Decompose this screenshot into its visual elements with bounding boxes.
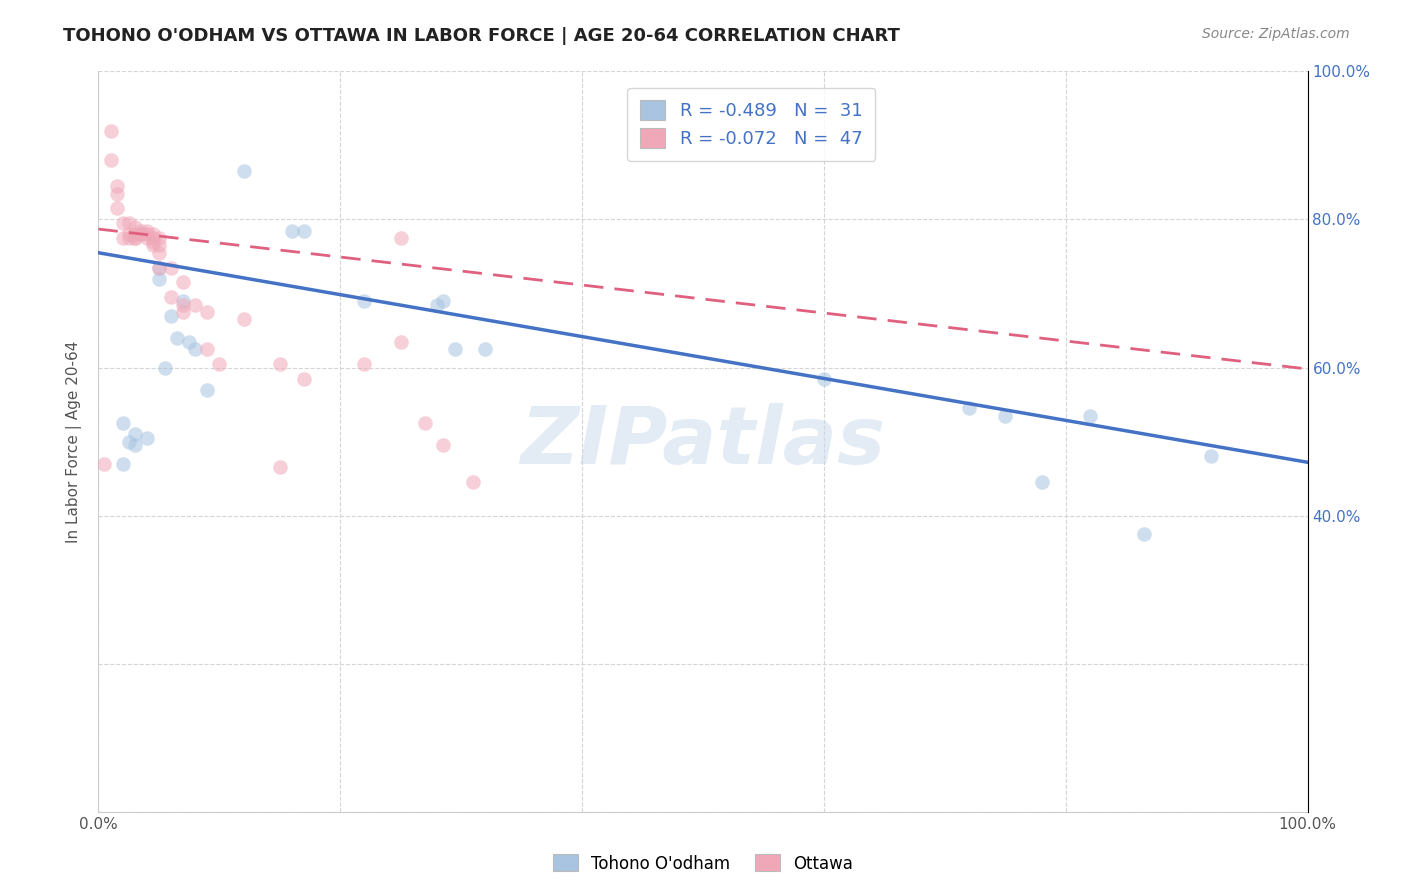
Point <box>195 383 218 397</box>
Point <box>292 223 315 237</box>
Point <box>1199 450 1222 464</box>
Point <box>353 293 375 308</box>
Point <box>105 202 128 216</box>
Point <box>124 227 146 242</box>
Point <box>389 334 412 349</box>
Point <box>153 360 176 375</box>
Point <box>195 305 218 319</box>
Y-axis label: In Labor Force | Age 20-64: In Labor Force | Age 20-64 <box>66 341 83 542</box>
Point <box>124 427 146 442</box>
Point <box>93 457 115 471</box>
Point <box>142 238 165 252</box>
Point <box>142 235 165 249</box>
Legend: R = -0.489   N =  31, R = -0.072   N =  47: R = -0.489 N = 31, R = -0.072 N = 47 <box>627 87 875 161</box>
Point <box>118 434 141 449</box>
Point <box>100 153 122 168</box>
Point <box>111 216 134 230</box>
Point <box>135 231 157 245</box>
Point <box>292 371 315 385</box>
Point <box>124 231 146 245</box>
Point <box>994 409 1017 423</box>
Point <box>129 227 152 242</box>
Point <box>160 290 183 304</box>
Point <box>124 438 146 452</box>
Point <box>432 438 454 452</box>
Point <box>129 227 152 242</box>
Point <box>179 334 201 349</box>
Point <box>135 227 157 242</box>
Point <box>100 123 122 137</box>
Point <box>1031 475 1053 490</box>
Point <box>172 293 194 308</box>
Point <box>148 260 170 275</box>
Point <box>142 231 165 245</box>
Point <box>957 401 980 416</box>
Point <box>105 186 128 201</box>
Point <box>148 231 170 245</box>
Point <box>118 231 141 245</box>
Text: ZIPatlas: ZIPatlas <box>520 402 886 481</box>
Point <box>148 271 170 285</box>
Point <box>232 164 254 178</box>
Point <box>124 231 146 245</box>
Point <box>184 297 207 311</box>
Point <box>432 293 454 308</box>
Point <box>426 297 449 311</box>
Text: Source: ZipAtlas.com: Source: ZipAtlas.com <box>1202 27 1350 41</box>
Point <box>135 223 157 237</box>
Point <box>172 297 194 311</box>
Point <box>474 342 496 356</box>
Text: TOHONO O'ODHAM VS OTTAWA IN LABOR FORCE | AGE 20-64 CORRELATION CHART: TOHONO O'ODHAM VS OTTAWA IN LABOR FORCE … <box>63 27 900 45</box>
Point <box>118 227 141 242</box>
Point <box>142 227 165 242</box>
Point <box>148 245 170 260</box>
Point <box>160 309 183 323</box>
Point <box>444 342 467 356</box>
Point <box>184 342 207 356</box>
Point <box>105 179 128 194</box>
Point <box>413 416 436 430</box>
Point <box>111 416 134 430</box>
Point <box>463 475 485 490</box>
Point <box>1078 409 1101 423</box>
Point <box>353 357 375 371</box>
Legend: Tohono O'odham, Ottawa: Tohono O'odham, Ottawa <box>546 847 860 880</box>
Point <box>232 312 254 326</box>
Point <box>111 231 134 245</box>
Point <box>208 357 231 371</box>
Point <box>269 357 291 371</box>
Point <box>166 331 188 345</box>
Point <box>124 219 146 234</box>
Point <box>160 260 183 275</box>
Point <box>1133 527 1156 541</box>
Point <box>813 371 835 385</box>
Point <box>281 223 304 237</box>
Point <box>389 231 412 245</box>
Point <box>195 342 218 356</box>
Point <box>172 276 194 290</box>
Point <box>148 260 170 275</box>
Point <box>172 305 194 319</box>
Point <box>148 238 170 252</box>
Point <box>269 460 291 475</box>
Point <box>111 457 134 471</box>
Point <box>135 431 157 445</box>
Point <box>118 216 141 230</box>
Point <box>129 223 152 237</box>
